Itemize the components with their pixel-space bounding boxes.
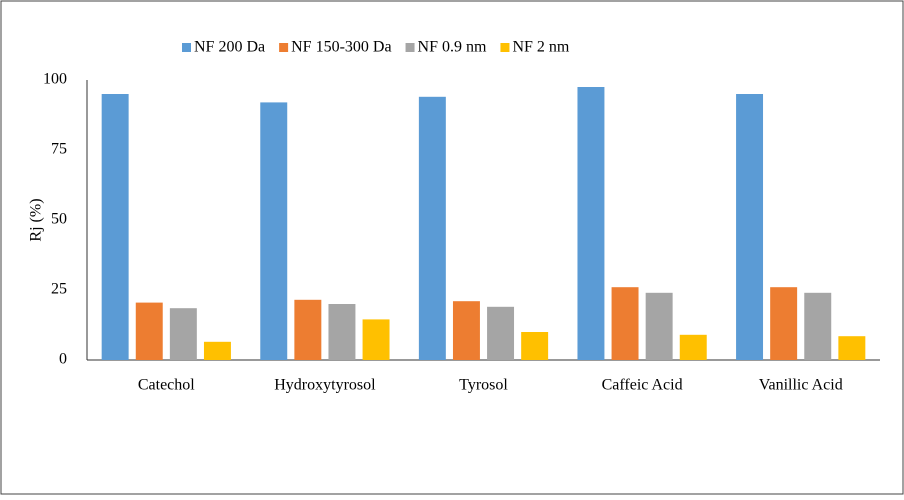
bar <box>611 287 639 360</box>
x-tick-label: Catechol <box>138 377 195 394</box>
legend-swatch <box>182 43 191 52</box>
y-tick-label: 0 <box>59 351 67 368</box>
x-tick-label: Vanillic Acid <box>759 377 843 394</box>
bar <box>101 94 129 360</box>
x-tick-label: Tyrosol <box>459 377 508 394</box>
y-tick-label: 50 <box>51 211 67 228</box>
bar <box>418 96 446 361</box>
bar <box>645 292 673 360</box>
legend-swatch <box>500 43 510 52</box>
bar <box>577 87 605 360</box>
y-axis-label: Rj (%) <box>28 198 45 241</box>
legend-swatch <box>405 43 415 52</box>
y-tick-label: 100 <box>43 71 67 88</box>
bar <box>169 308 197 360</box>
y-tick-label: 75 <box>51 141 67 158</box>
bar <box>135 302 163 360</box>
bar <box>736 94 764 360</box>
legend-label: NF 150-300 Da <box>291 39 391 56</box>
bar <box>679 334 707 360</box>
bar <box>521 332 549 360</box>
bar <box>294 299 322 360</box>
x-tick-label: Caffeic Acid <box>602 377 683 394</box>
bar <box>838 336 866 360</box>
legend-swatch <box>279 43 289 52</box>
x-tick-label: Hydroxytyrosol <box>274 377 376 394</box>
bar <box>203 341 231 360</box>
bar <box>452 301 480 360</box>
legend-label: NF 0.9 nm <box>418 39 487 56</box>
bar <box>804 292 832 360</box>
y-tick-label: 25 <box>51 281 67 298</box>
bar <box>487 306 515 360</box>
bar <box>362 319 390 360</box>
bar <box>328 304 356 360</box>
bar <box>770 287 798 360</box>
bar <box>260 102 288 361</box>
legend-label: NF 2 nm <box>512 39 569 56</box>
legend-label: NF 200 Da <box>194 39 265 56</box>
